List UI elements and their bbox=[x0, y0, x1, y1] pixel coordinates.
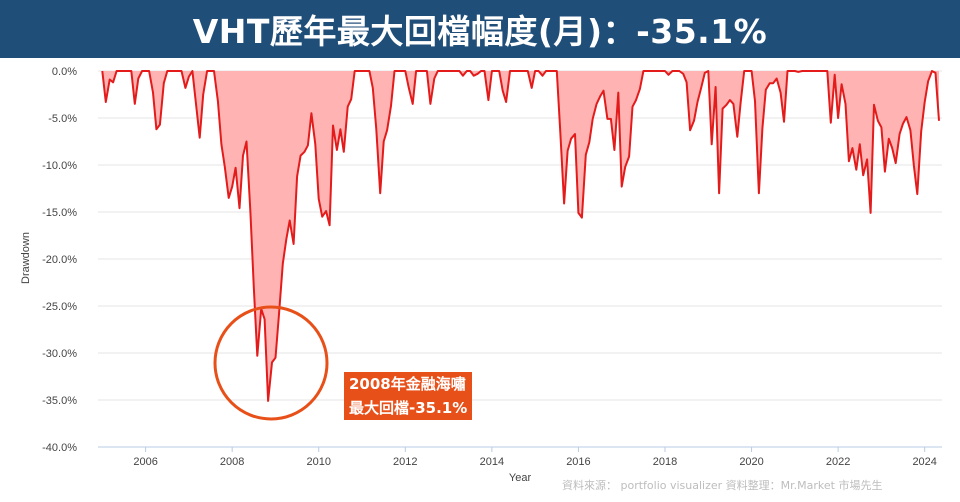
x-tick-label: 2006 bbox=[133, 456, 157, 468]
drawdown-area bbox=[101, 70, 940, 402]
annotation-line-2: 最大回檔-35.1% bbox=[349, 399, 468, 417]
axes: 0.0% -5.0% -10.0% -15.0% -20.0% -25.0% -30.0% -… bbox=[42, 66, 937, 468]
drawdown-chart: 0.0% -5.0% -10.0% -15.0% -20.0% -25.0% -30.0% -… bbox=[20, 66, 942, 484]
x-tick-label: 2022 bbox=[826, 456, 850, 468]
y-tick-label: -30.0% bbox=[42, 348, 77, 360]
x-tick-label: 2010 bbox=[306, 456, 330, 468]
y-tick-label: -20.0% bbox=[42, 254, 77, 266]
x-tick-label: 2024 bbox=[912, 456, 936, 468]
y-tick-label: -10.0% bbox=[42, 160, 77, 172]
title-bar: VHT歷年最大回檔幅度(月)：-35.1% bbox=[0, 0, 960, 58]
annotation-line-1: 2008年金融海嘯 bbox=[349, 375, 466, 393]
x-tick-label: 2020 bbox=[739, 456, 763, 468]
y-tick-label: 0.0% bbox=[52, 66, 77, 78]
source-note: 資料來源： portfolio visualizer 資料整理：Mr.Marke… bbox=[562, 479, 883, 492]
y-tick-label: -35.0% bbox=[42, 395, 77, 407]
drawdown-area-fill bbox=[102, 71, 940, 401]
x-tick-label: 2018 bbox=[653, 456, 677, 468]
drawdown-line bbox=[101, 70, 940, 402]
y-tick-label: -15.0% bbox=[42, 207, 77, 219]
page-title: VHT歷年最大回檔幅度(月)：-35.1% bbox=[192, 12, 768, 51]
crisis-annotation: 2008年金融海嘯 最大回檔-35.1% bbox=[344, 372, 473, 420]
x-tick-label: 2008 bbox=[220, 456, 244, 468]
x-axis-title: Year bbox=[509, 472, 532, 484]
highlight-circle bbox=[213, 305, 329, 421]
x-tick-label: 2016 bbox=[566, 456, 590, 468]
x-tick-label: 2012 bbox=[393, 456, 417, 468]
x-tick-label: 2014 bbox=[480, 456, 504, 468]
y-tick-label: -5.0% bbox=[48, 113, 77, 125]
y-tick-label: -25.0% bbox=[42, 301, 77, 313]
y-axis-title: Drawdown bbox=[20, 232, 32, 284]
y-tick-label: -40.0% bbox=[42, 442, 77, 454]
